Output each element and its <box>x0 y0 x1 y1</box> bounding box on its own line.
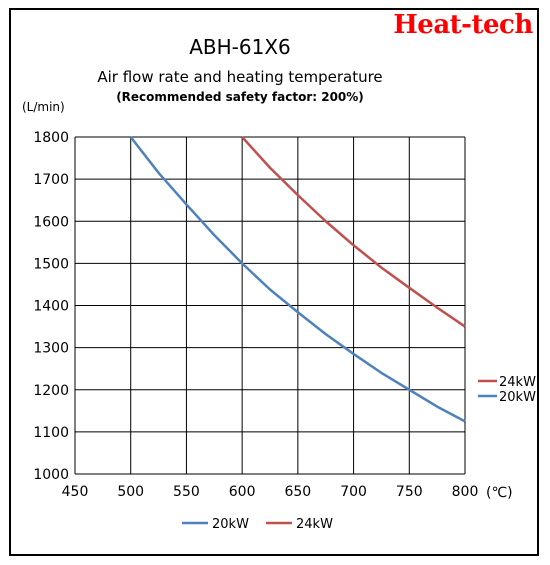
y-tick-label: 1500 <box>33 256 69 272</box>
legend-label-24kW: 24kW <box>499 375 536 390</box>
series-line-20kW <box>129 136 466 423</box>
x-tick-label: 700 <box>340 484 367 500</box>
y-tick-label: 1800 <box>33 130 69 146</box>
grid-lines <box>74 136 466 475</box>
x-tick-label: 450 <box>62 484 89 500</box>
x-axis-label: (℃) <box>486 485 513 501</box>
legend-label-20kW: 20kW <box>212 517 249 532</box>
x-tick-label: 650 <box>284 484 311 500</box>
y-tick-label: 1100 <box>33 425 69 441</box>
chart-frame <box>9 8 539 556</box>
series-line-24kW <box>241 136 466 328</box>
y-tick-label: 1300 <box>33 341 69 357</box>
x-tick-label: 750 <box>396 484 423 500</box>
x-tick-label: 800 <box>452 484 479 500</box>
x-tick-label: 550 <box>173 484 200 500</box>
y-tick-label: 1200 <box>33 383 69 399</box>
legend-label-24kW: 24kW <box>296 517 333 532</box>
chart-note: (Recommended safety factor: 200%) <box>116 90 364 104</box>
y-axis-label: (L/min) <box>22 100 65 114</box>
legend-bottom: 20kW 24kW <box>182 517 333 532</box>
y-tick-label: 1700 <box>33 172 69 188</box>
plot-series <box>129 136 466 423</box>
x-tick-label: 600 <box>229 484 256 500</box>
chart-subtitle: Air flow rate and heating temperature <box>97 68 382 86</box>
chart-title: ABH-61X6 <box>189 35 291 59</box>
x-tick-label: 500 <box>117 484 144 500</box>
y-tick-label: 1000 <box>33 467 69 483</box>
y-tick-label: 1600 <box>33 214 69 230</box>
brand-logo: Heat-tech <box>393 10 533 40</box>
tick-labels: 1000 1100 1200 1300 1400 1500 1600 1700 1800 450 5… <box>33 130 478 500</box>
legend-label-20kW: 20kW <box>499 390 536 405</box>
y-tick-label: 1400 <box>33 299 69 315</box>
